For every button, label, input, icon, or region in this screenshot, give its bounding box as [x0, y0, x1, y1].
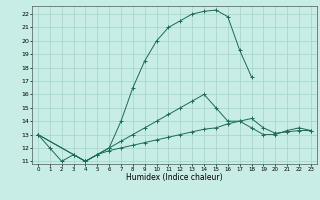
X-axis label: Humidex (Indice chaleur): Humidex (Indice chaleur) [126, 173, 223, 182]
